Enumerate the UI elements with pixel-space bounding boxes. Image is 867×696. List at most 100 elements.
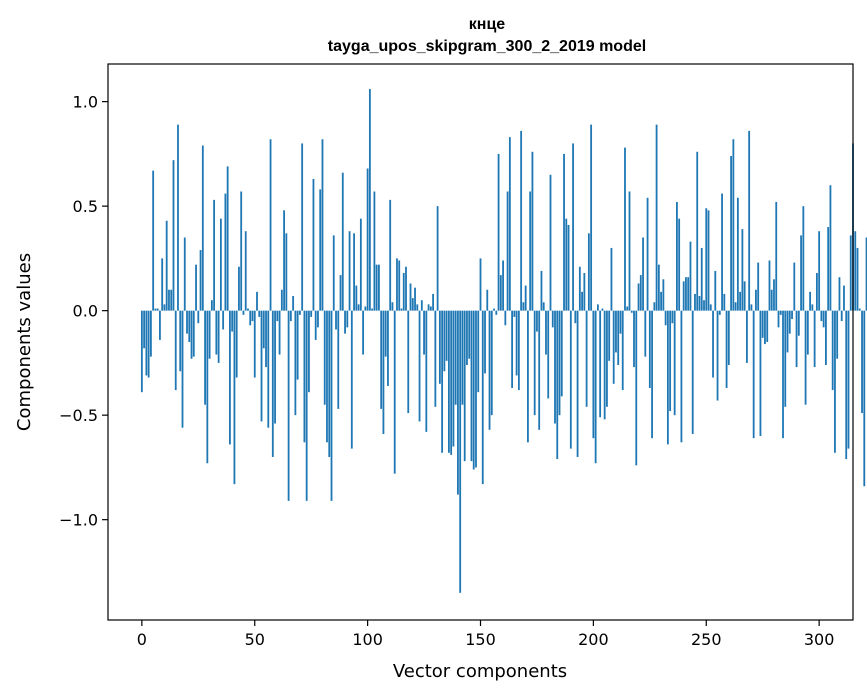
bar [152,170,155,311]
bar [371,308,374,311]
bar [375,264,378,311]
bar [353,233,355,311]
bar [587,233,590,311]
bar [680,310,683,443]
bar [648,310,651,388]
bar [323,310,326,405]
bar [493,308,495,311]
bar [147,310,150,378]
bar [251,310,254,322]
bar [775,201,778,311]
bar [477,310,480,393]
bar [443,310,446,372]
bar [280,289,283,311]
bar [292,296,295,311]
bar [849,235,852,311]
bar [441,310,444,453]
bar [768,260,771,311]
bar [287,310,290,501]
y-tick-label: −0.5 [59,406,98,425]
bar [163,304,166,311]
x-ticks: 0 50 100 150 200 250 300 [137,620,834,649]
bar [545,310,547,355]
y-axis-label: Components values [14,253,35,431]
bar [723,293,726,311]
bar [177,124,179,311]
bar [206,310,209,464]
bar [682,281,685,311]
bar [459,310,462,593]
bar [784,310,787,407]
bar [651,310,653,439]
bar [827,227,830,311]
bar [452,310,455,447]
bar [359,218,362,311]
bar [788,310,791,334]
bar [556,310,559,460]
bar [736,197,739,311]
bar [583,273,586,311]
bar [165,220,168,311]
bar [326,310,328,443]
bar [626,306,629,311]
bar [861,310,863,414]
bar [242,310,245,315]
bar [592,310,595,439]
bar [517,310,520,391]
bar [445,310,448,361]
bar [258,310,261,317]
bar [305,310,308,501]
bar [332,235,335,311]
bar [174,310,177,391]
bar [330,310,333,501]
bar [481,310,484,485]
bar [743,281,746,311]
bar [502,260,504,311]
chart-subtitle: tayga_upos_skipgram_300_2_2019 model [328,38,646,55]
bar [721,193,723,311]
bar [172,160,175,311]
bar [366,168,369,311]
bar [694,293,696,311]
bar [233,310,236,485]
bar [825,310,827,365]
bar [499,275,502,311]
bar [757,262,760,311]
bar [506,191,509,311]
bar [718,310,721,315]
bar [201,145,204,311]
bar [145,310,148,376]
bar [276,310,279,322]
bar [599,310,602,418]
bar [398,260,401,311]
bar [644,310,647,357]
bar [797,310,800,336]
bar [262,310,265,349]
bar [524,285,527,311]
bar [612,310,615,384]
bar [244,231,247,311]
bar [283,210,285,311]
bar [642,237,644,311]
bar [734,302,737,311]
bar [576,310,579,457]
bar [689,241,692,311]
bar [457,310,459,495]
bar [513,310,516,317]
bar [226,166,229,311]
bar [551,310,554,328]
bar [585,310,588,407]
bar [186,310,188,334]
bar [791,310,793,320]
bar [168,289,170,311]
bar [407,310,410,414]
bar [572,143,574,311]
x-tick-label: 250 [691,630,722,649]
bar [438,310,441,384]
bar [204,310,206,405]
bar [285,233,288,311]
bars [140,89,867,593]
bar [858,308,861,311]
bar [197,310,200,324]
bar [488,310,491,430]
